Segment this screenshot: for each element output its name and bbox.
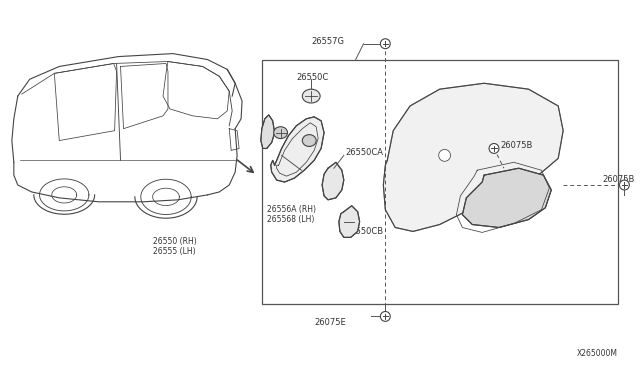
Ellipse shape (274, 127, 287, 139)
Text: 26075B: 26075B (500, 141, 532, 150)
Text: 265568 (LH): 265568 (LH) (267, 215, 314, 224)
Circle shape (380, 311, 390, 321)
Polygon shape (271, 117, 324, 182)
Text: 26075B: 26075B (603, 175, 635, 184)
Polygon shape (261, 115, 275, 148)
Polygon shape (462, 168, 551, 228)
Text: 26550CA: 26550CA (346, 148, 384, 157)
Text: 26557G: 26557G (311, 37, 344, 46)
Text: 26550 (RH): 26550 (RH) (153, 237, 197, 246)
Polygon shape (383, 83, 563, 231)
Circle shape (438, 150, 451, 161)
Bar (262, 60, 618, 304)
Ellipse shape (302, 89, 320, 103)
Ellipse shape (302, 135, 316, 147)
Circle shape (489, 144, 499, 153)
Circle shape (620, 180, 629, 190)
Polygon shape (322, 162, 344, 200)
Text: 26075E: 26075E (314, 318, 346, 327)
Text: 26550CB: 26550CB (346, 228, 384, 237)
Polygon shape (339, 206, 360, 237)
Text: 26555 (LH): 26555 (LH) (153, 247, 196, 256)
Text: 26550C: 26550C (296, 73, 329, 82)
Text: X265000M: X265000M (577, 349, 618, 358)
Text: 26556A (RH): 26556A (RH) (267, 205, 316, 214)
Circle shape (380, 39, 390, 49)
